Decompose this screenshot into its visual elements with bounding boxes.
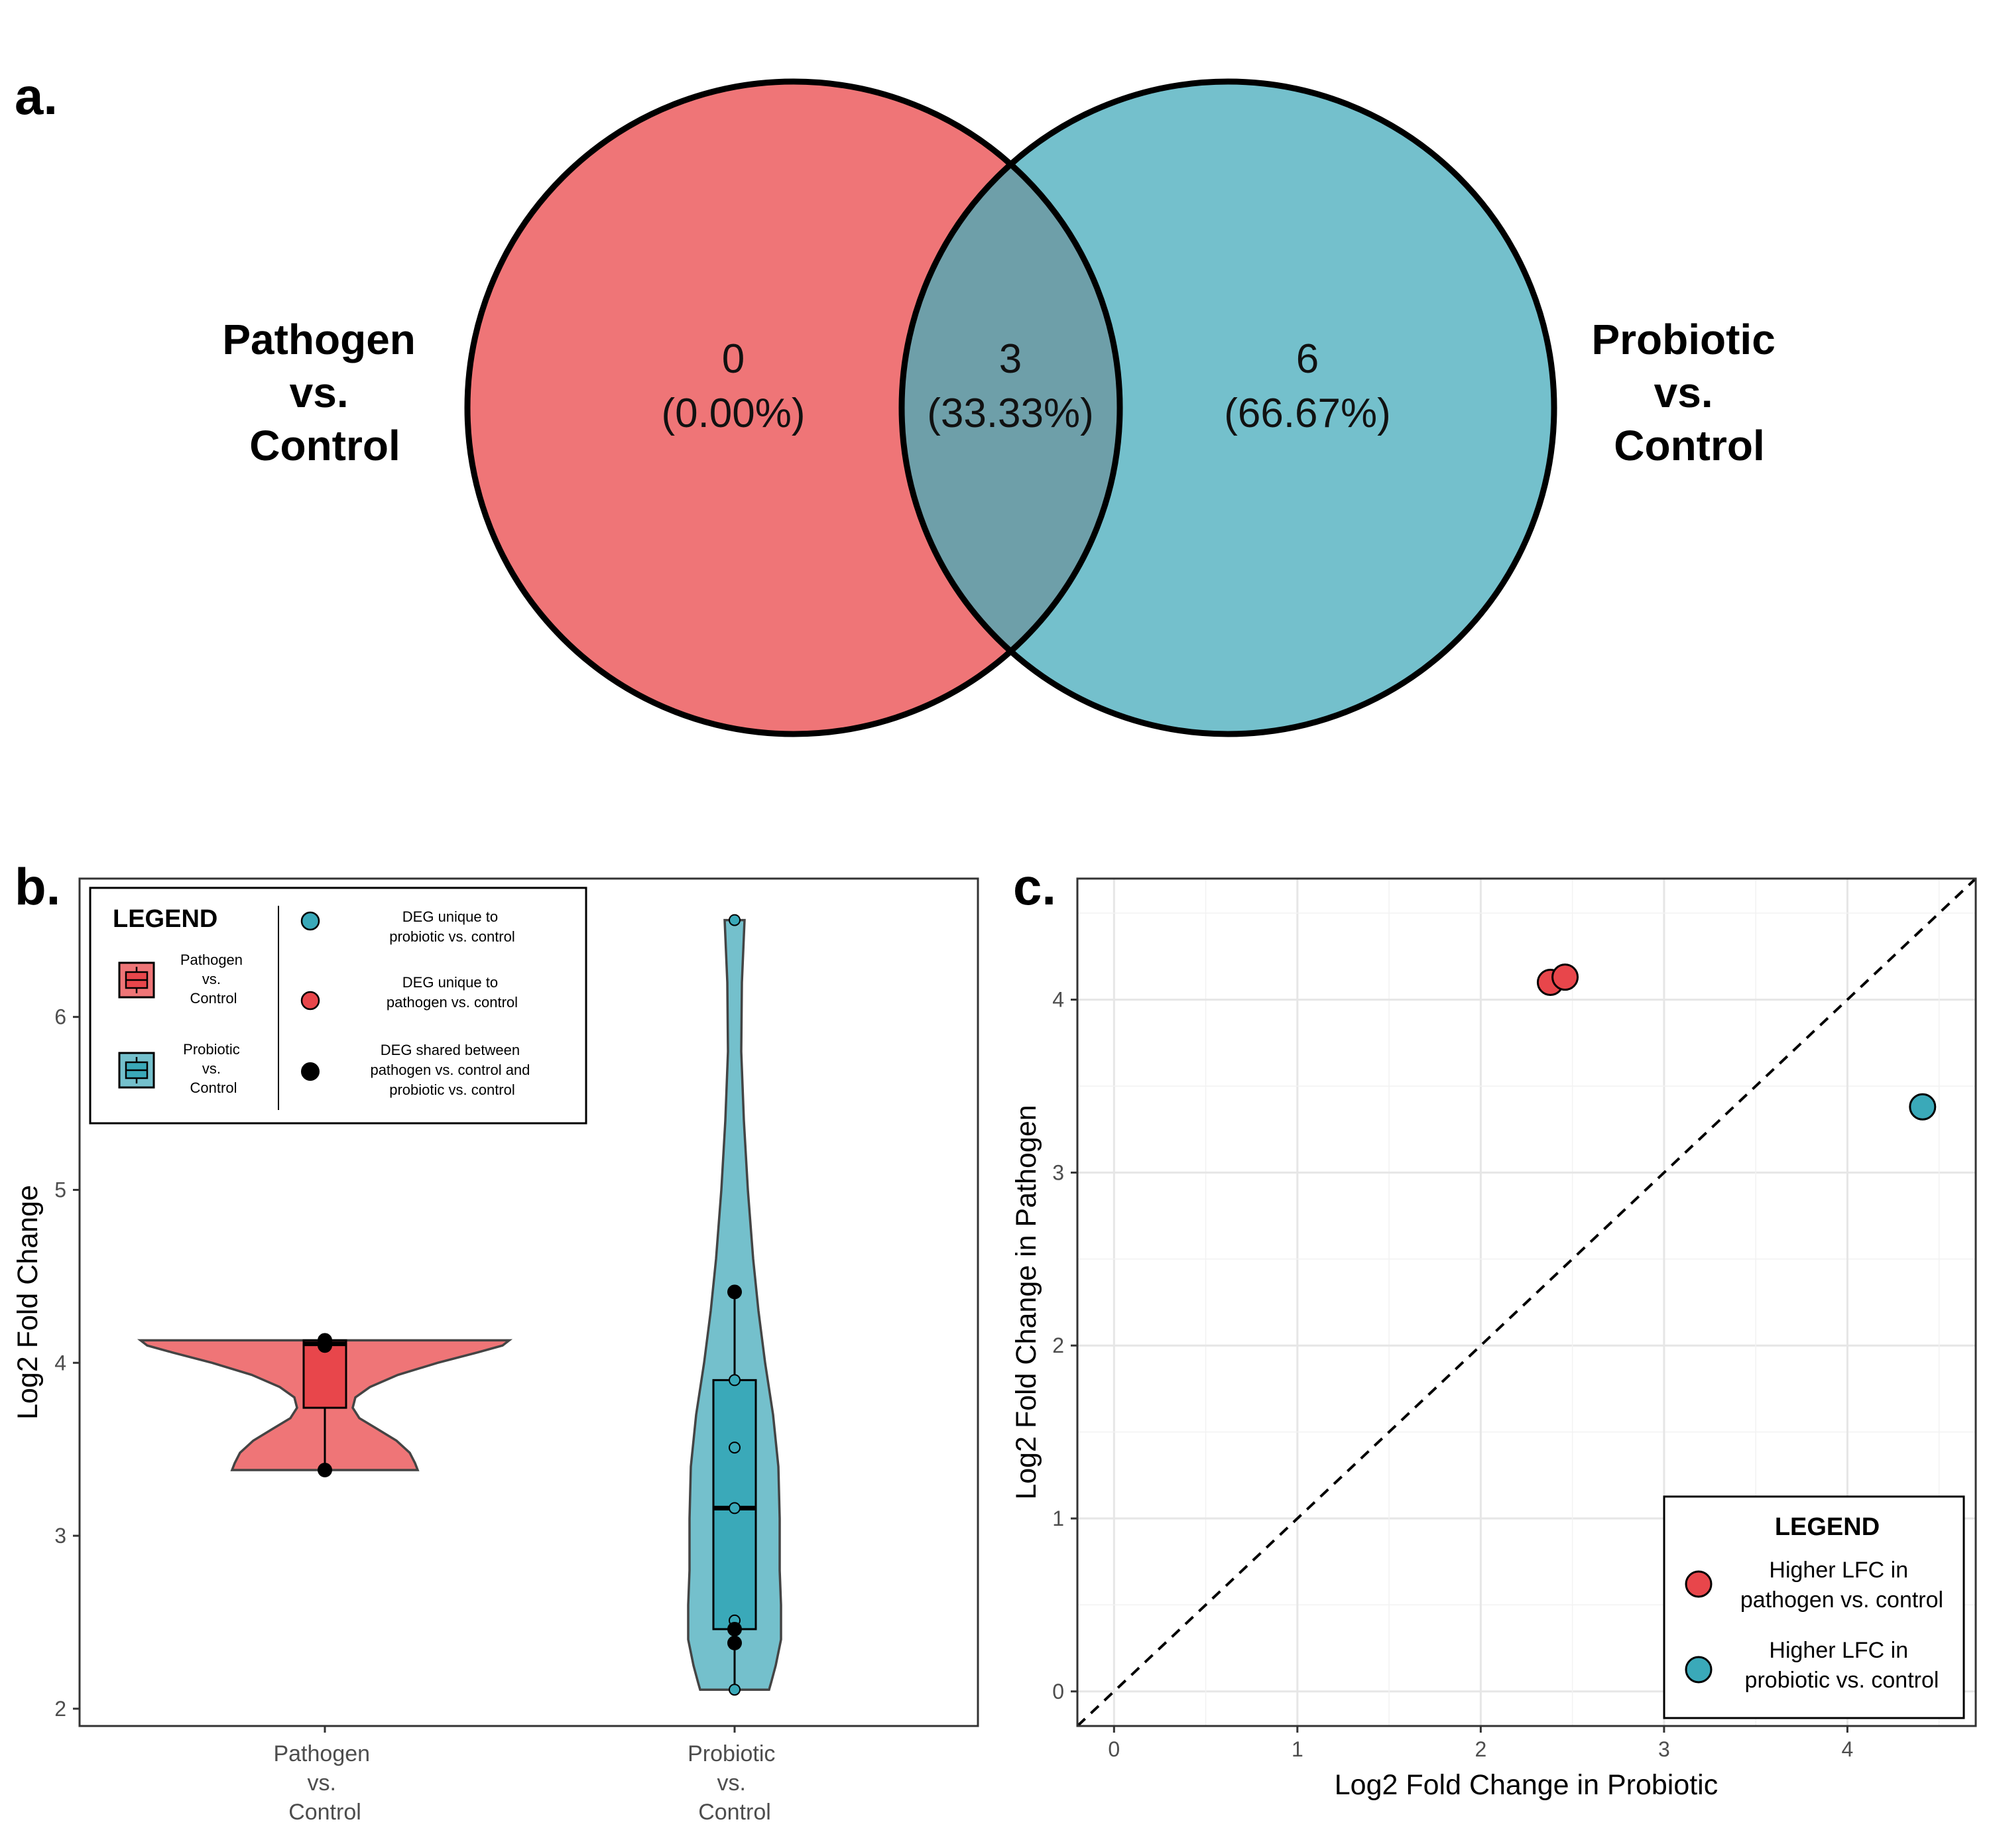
venn-outline-probiotic xyxy=(898,78,1557,737)
scatter-y-axis: 0 1 2 3 4 xyxy=(1052,988,1077,1703)
legend-dot-shared xyxy=(301,1062,320,1081)
violin-y-tick-label: 4 xyxy=(54,1351,66,1375)
scatter-legend-title: LEGEND xyxy=(1775,1513,1880,1541)
violin-point-shared xyxy=(318,1338,332,1353)
scatter-legend-label-pathogen: Higher LFC in pathogen vs. control xyxy=(1740,1558,1943,1613)
scatter-y-tick-label: 1 xyxy=(1052,1507,1064,1530)
scatter-x-tick-label: 1 xyxy=(1292,1737,1303,1761)
legend-dot-pathogen-unique xyxy=(300,991,320,1011)
boxplot-box xyxy=(302,1339,347,1409)
panel-letter-c: c. xyxy=(1013,857,1056,916)
scatter-diagonal-line xyxy=(1076,877,1977,1727)
violin-y-tick-label: 3 xyxy=(54,1524,66,1548)
violin-point-shared xyxy=(727,1635,742,1650)
scatter-x-tick-label: 3 xyxy=(1658,1737,1670,1761)
scatter-point-pathogen xyxy=(1551,963,1579,991)
violin-point-shared xyxy=(318,1462,332,1477)
venn-count-overlap: 3 xyxy=(999,336,1022,382)
venn-percent-pathogen-only: (0.00%) xyxy=(661,391,805,436)
violin-point-probiotic-unique xyxy=(729,1684,741,1696)
scatter-y-tick-label: 4 xyxy=(1052,988,1064,1012)
scatter-points xyxy=(1536,963,1937,1121)
scatter-x-axis: 0 1 2 3 4 xyxy=(1108,1726,1853,1761)
scatter-legend-label-probiotic: Higher LFC in probiotic vs. control xyxy=(1745,1638,1939,1693)
venn-set-name-pathogen: Pathogen vs. Control xyxy=(222,316,427,469)
panel-letter-b: b. xyxy=(15,857,60,916)
violin-point-probiotic-unique xyxy=(729,1442,741,1454)
venn-percent-probiotic-only: (66.67%) xyxy=(1224,391,1391,436)
scatter-y-tick-label: 2 xyxy=(1052,1333,1064,1357)
violin-point-shared xyxy=(727,1284,742,1300)
scatter-y-tick-label: 0 xyxy=(1052,1680,1064,1703)
violin-legend-label-probiotic-unique: DEG unique to probiotic vs. control xyxy=(389,908,515,945)
scatter-panel: c. 0 1 2 3 4 0 1 2 3 4 Log2 Fold Change in Probi… xyxy=(1010,857,1977,1801)
scatter-legend-dot-probiotic xyxy=(1685,1656,1713,1684)
violin-y-tick-label: 6 xyxy=(54,1005,66,1029)
scatter-x-axis-title: Log2 Fold Change in Probiotic xyxy=(1335,1769,1718,1801)
violin-y-tick-label: 2 xyxy=(54,1697,66,1721)
violin-legend-title: LEGEND xyxy=(113,905,217,933)
scatter-x-tick-label: 0 xyxy=(1108,1737,1120,1761)
violin-legend-key-pathogen xyxy=(118,961,155,999)
violin-x-tick-pathogen: Pathogen vs. Control xyxy=(273,1741,376,1825)
violin-legend-label-shared: DEG shared between pathogen vs. control … xyxy=(370,1042,534,1098)
scatter-x-tick-label: 4 xyxy=(1842,1737,1854,1761)
violin-legend: LEGEND Pathogen vs. Control Probiotic xyxy=(89,887,587,1125)
panel-letter-a: a. xyxy=(15,67,58,125)
violin-legend-label-probiotic: Probiotic vs. Control xyxy=(183,1041,244,1096)
scatter-x-tick-label: 2 xyxy=(1475,1737,1486,1761)
scatter-plot-frame xyxy=(1076,877,1977,1727)
violin-point-shared xyxy=(727,1621,742,1636)
violin-point-probiotic-unique xyxy=(729,914,741,926)
violin-points xyxy=(318,914,742,1696)
scatter-legend-dot-pathogen xyxy=(1685,1570,1713,1598)
violin-boxplots xyxy=(302,1292,757,1690)
venn-percent-overlap: (33.33%) xyxy=(927,391,1094,436)
violin-point-probiotic-unique xyxy=(729,1374,741,1386)
venn-overlap-region xyxy=(902,164,1120,652)
violin-y-axis: 2 3 4 5 6 xyxy=(54,1005,80,1721)
scatter-y-axis-title: Log2 Fold Change in Pathogen xyxy=(1010,1105,1042,1499)
violin-legend-key-probiotic xyxy=(118,1052,155,1089)
venn-outline-pathogen xyxy=(464,78,1123,737)
venn-set-name-probiotic: Probiotic vs. Control xyxy=(1591,316,1787,469)
violin-legend-label-pathogen: Pathogen vs. Control xyxy=(180,952,247,1007)
violin-point-probiotic-unique xyxy=(729,1502,741,1514)
violin-y-tick-label: 5 xyxy=(54,1178,66,1201)
venn-count-probiotic-only: 6 xyxy=(1296,336,1319,382)
scatter-point-probiotic xyxy=(1909,1093,1937,1121)
scatter-legend: LEGEND Higher LFC in pathogen vs. contro… xyxy=(1663,1495,1965,1719)
venn-panel: a. Pathogen vs. Control Probiotic vs. Co… xyxy=(15,67,1787,737)
legend-dot-probiotic-unique xyxy=(300,911,320,931)
violin-legend-box xyxy=(89,887,587,1125)
violin-legend-label-pathogen-unique: DEG unique to pathogen vs. control xyxy=(387,974,518,1011)
violin-x-tick-probiotic: Probiotic vs. Control xyxy=(688,1741,782,1825)
violin-panel: b. 2 3 4 5 6 Log2 Fold Change Pathogen vs. C… xyxy=(12,857,979,1825)
venn-count-pathogen-only: 0 xyxy=(722,336,745,382)
violin-y-axis-title: Log2 Fold Change xyxy=(12,1185,44,1420)
scatter-y-tick-label: 3 xyxy=(1052,1160,1064,1184)
scatter-legend-box xyxy=(1663,1495,1965,1719)
